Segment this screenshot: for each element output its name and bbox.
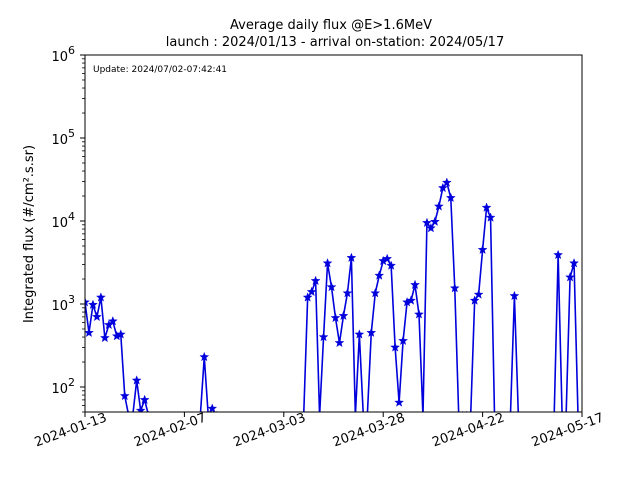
- y-tick-label: 106: [51, 44, 75, 65]
- x-tick-label: 2024-02-07: [132, 410, 208, 450]
- data-point: [394, 397, 405, 407]
- series-layer: [85, 177, 579, 412]
- data-point: [477, 244, 488, 254]
- data-point: [346, 252, 357, 263]
- data-point: [92, 311, 102, 322]
- data-point: [326, 281, 337, 292]
- data-point: [429, 216, 440, 226]
- data-point: [370, 288, 381, 298]
- data-point: [433, 201, 444, 211]
- y-tick-label: 103: [51, 293, 75, 314]
- y-axis: 102 103 104 105 106: [51, 44, 85, 413]
- data-point: [85, 327, 94, 337]
- data-point: [119, 390, 130, 401]
- x-tick-label: 2024-04-22: [430, 410, 506, 450]
- data-point: [139, 394, 150, 405]
- data-point: [207, 403, 218, 412]
- data-point: [469, 295, 480, 305]
- data-point: [481, 202, 492, 212]
- data-point: [302, 292, 313, 302]
- data-point: [318, 331, 329, 342]
- data-point: [437, 182, 448, 193]
- x-tick-label: 2024-01-13: [33, 410, 109, 450]
- x-tick-label: 2024-03-03: [232, 410, 308, 450]
- data-point: [366, 327, 377, 337]
- chart-subtitle: launch : 2024/01/13 - arrival on-station…: [166, 35, 504, 50]
- data-point: [414, 309, 424, 319]
- data-point: [473, 289, 484, 299]
- update-annotation: Update: 2024/07/02-07:42:41: [93, 65, 227, 75]
- plot-frame: [84, 54, 583, 413]
- chart-title: Average daily flux @E>1.6MeV: [230, 18, 432, 33]
- data-point: [390, 342, 401, 352]
- data-point: [199, 351, 210, 362]
- data-point: [88, 299, 98, 309]
- data-point: [310, 275, 321, 286]
- x-tick-label: 2024-05-17: [530, 410, 606, 450]
- data-point: [509, 290, 520, 301]
- y-tick-label: 105: [51, 127, 75, 148]
- data-point: [342, 288, 353, 298]
- data-point: [398, 335, 408, 346]
- x-axis: 2024-01-13 2024-02-07 2024-03-03 2024-03-28…: [33, 410, 606, 450]
- data-point: [485, 212, 496, 222]
- y-tick-label: 102: [51, 376, 75, 397]
- data-point: [449, 283, 460, 293]
- data-point: [410, 279, 420, 290]
- data-point: [131, 375, 142, 385]
- y-axis-label: Integrated flux (#/cm².s.sr): [22, 145, 37, 323]
- data-point: [354, 329, 365, 339]
- data-point: [338, 310, 349, 321]
- data-point: [406, 295, 416, 305]
- data-point: [334, 337, 345, 348]
- data-point: [425, 222, 436, 233]
- data-point: [382, 253, 393, 264]
- data-point: [322, 258, 333, 268]
- series-line-0: [85, 181, 579, 412]
- data-point: [107, 316, 118, 326]
- data-point: [306, 286, 317, 297]
- y-tick-label: 104: [51, 210, 75, 231]
- data-point: [553, 249, 564, 260]
- data-point: [115, 329, 126, 339]
- data-point: [85, 297, 90, 307]
- data-point: [445, 192, 456, 203]
- data-point: [135, 405, 146, 412]
- x-tick-label: 2024-03-28: [331, 410, 407, 450]
- data-point: [330, 312, 341, 323]
- data-point: [422, 217, 432, 228]
- data-point: [374, 270, 385, 280]
- data-point: [569, 258, 579, 268]
- data-point: [386, 260, 397, 270]
- data-point: [441, 177, 452, 187]
- data-point: [99, 332, 110, 343]
- data-point: [95, 292, 106, 302]
- data-point: [565, 272, 575, 282]
